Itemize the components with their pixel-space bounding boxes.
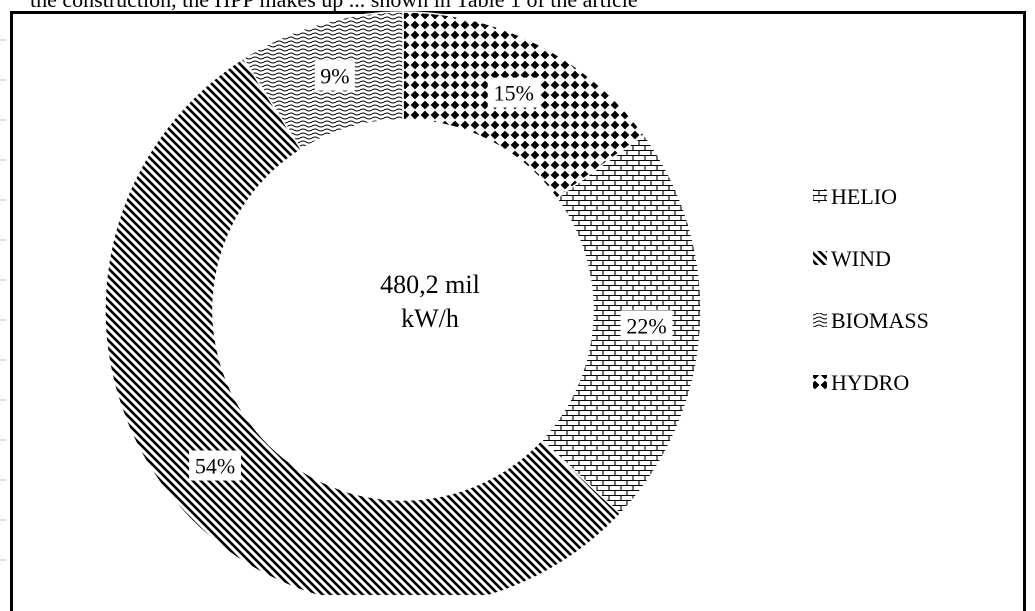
legend-swatch-helio [813, 189, 827, 203]
slice-label-bg-hydro [487, 77, 540, 108]
center-label: 480,2 mil kW/h [380, 270, 480, 333]
donut-chart: 15% 22% 54% 9% 480,2 mil kW/h HELIO WIND BIOM… [0, 11, 929, 595]
slice-label-bg-helio [620, 310, 673, 341]
legend-swatch-hydro [813, 375, 827, 389]
slice-label-wind: 54% [188, 450, 241, 481]
legend-label-wind: WIND [831, 246, 891, 271]
slice-label-text-helio: 22% [626, 313, 666, 338]
slice-label-biomass: 9% [314, 60, 355, 91]
legend-label-helio: HELIO [831, 184, 897, 209]
clipped-caption-text: the construction, the HPP makes up ... s… [30, 0, 990, 12]
slice-label-helio: 22% [620, 310, 673, 341]
legend-swatch-biomass [813, 313, 827, 327]
slice-labels: 15% 22% 54% 9% [188, 60, 673, 481]
center-label-line-2: kW/h [401, 304, 459, 333]
legend-swatch-wind [813, 251, 827, 265]
left-edge-ticks [0, 39, 6, 561]
legend-label-hydro: HYDRO [831, 370, 909, 395]
slice-label-bg-wind [188, 450, 241, 481]
legend-label-biomass: BIOMASS [831, 308, 929, 333]
center-label-line-1: 480,2 mil [380, 270, 480, 299]
slice-label-bg-biomass [314, 60, 355, 91]
slice-label-text-hydro: 15% [494, 81, 534, 106]
legend: HELIO WIND BIOMASS HYDRO [813, 184, 929, 395]
slice-label-hydro: 15% [487, 77, 540, 108]
slice-label-text-biomass: 9% [320, 64, 349, 89]
slice-label-text-wind: 54% [195, 454, 235, 479]
